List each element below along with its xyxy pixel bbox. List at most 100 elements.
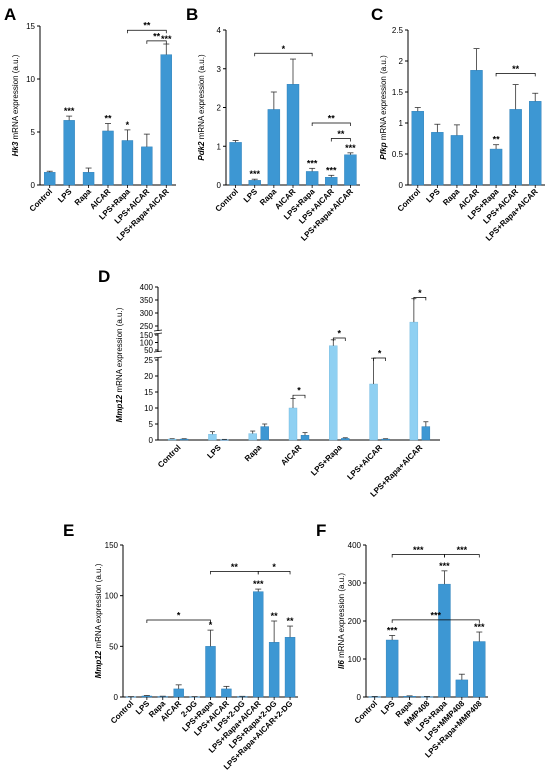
bar-f-5 (455, 679, 469, 698)
y-tick-label: 15 (144, 388, 153, 397)
bar-e-1 (141, 695, 153, 698)
significance-label: *** (64, 106, 75, 116)
axis-break-mark (153, 332, 163, 335)
bar-a-1 (63, 120, 75, 186)
bracket-label: ** (143, 21, 151, 31)
significance-bracket (311, 122, 351, 126)
y-tick-label: 300 (348, 579, 362, 588)
bar-b-2 (267, 109, 281, 186)
y-tick-label: 350 (140, 296, 154, 305)
significance-bracket (444, 554, 480, 558)
y-axis-unit: mRNA expression (a.u.) (337, 573, 346, 660)
y-tick-label: 1.5 (392, 88, 404, 97)
y-tick-label: 0 (217, 181, 222, 190)
y-tick-label: 50 (144, 346, 153, 355)
bracket-label: ** (328, 114, 336, 124)
y-axis-gene: Pfkp (379, 142, 388, 159)
significance-bracket (292, 394, 306, 399)
y-tick-label: 100 (105, 592, 119, 601)
bar-b-3 (286, 84, 300, 186)
bar-d-1-0 (208, 434, 217, 441)
panel-label: D (98, 267, 110, 286)
x-tick-label: Control (156, 443, 182, 469)
significance-label: *** (253, 579, 264, 589)
x-tick-label: LPS (205, 443, 223, 461)
bracket-label: *** (413, 545, 424, 555)
x-tick-label: AICAR (279, 443, 303, 467)
y-tick-label: 50 (109, 642, 118, 651)
significance-label: *** (439, 561, 450, 571)
y-axis-unit: mRNA expression (a.u.) (115, 307, 124, 394)
bar-c-4 (489, 148, 503, 186)
bar-c-0 (411, 111, 424, 186)
x-tick-label: LPS+AICAR (345, 443, 384, 482)
significance-bracket (495, 73, 536, 77)
chart-panel-b: B Pdk2 mRNA expression (a.u.) 0 1 2 3 4 Control… (186, 5, 360, 243)
y-tick-label: 100 (348, 655, 362, 664)
significance-label: *** (326, 165, 337, 175)
bar-a-4 (121, 140, 134, 186)
bar-d-5-0 (369, 383, 378, 441)
significance-bracket (146, 40, 167, 44)
bar-a-2 (82, 172, 95, 186)
x-tick-label: LPS (242, 187, 260, 205)
y-axis-label: Pdk2 mRNA expression (a.u.) (197, 54, 206, 161)
y-tick-label: 150 (105, 541, 119, 550)
significance-label: *** (161, 34, 172, 44)
x-tick-label: Control (109, 699, 135, 725)
y-axis-label: Mmp12 mRNA expression (a.u.) (94, 563, 103, 678)
significance-bracket (254, 52, 313, 57)
bar-d-4-1 (341, 438, 350, 441)
y-axis-unit: mRNA expression (a.u.) (379, 55, 388, 142)
y-tick-label: 10 (26, 75, 35, 84)
bracket-label: * (418, 288, 422, 298)
y-tick-label: 0 (31, 181, 36, 190)
x-tick-label: LPS (424, 187, 442, 205)
bracket-label: ** (512, 64, 520, 74)
bar-f-2 (403, 696, 416, 698)
chart-panel-f: F Il6 mRNA expression (a.u.) 0 100 200 300 400… (316, 521, 488, 759)
bar-d-6-1 (421, 426, 431, 441)
significance-label: ** (104, 114, 112, 124)
bar-c-3 (470, 70, 483, 186)
y-tick-label: 10 (144, 404, 153, 413)
y-tick-label: 4 (217, 26, 222, 35)
panel-label: A (4, 5, 16, 24)
x-tick-label: Control (396, 187, 422, 213)
bar-d-1-1 (220, 439, 229, 441)
significance-bracket (332, 337, 346, 341)
bar-e-8 (253, 591, 264, 698)
y-axis-gene: Il6 (337, 660, 346, 669)
axis-break-mark (153, 350, 163, 353)
significance-label: *** (249, 169, 260, 179)
x-tick-label: LPS (56, 187, 74, 205)
y-axis-label: Il6 mRNA expression (a.u.) (337, 573, 346, 669)
y-tick-label: 1 (217, 142, 222, 151)
y-axis-unit: mRNA expression (a.u.) (11, 54, 20, 141)
bar-e-10 (284, 637, 296, 698)
axis-break-mark (153, 329, 163, 332)
panel-label: F (316, 521, 326, 540)
bar-d-4-0 (329, 345, 338, 441)
bar-d-2-0 (248, 433, 257, 441)
bar-d-3-0 (288, 407, 298, 441)
significance-bracket (330, 138, 351, 142)
bracket-label: ** (153, 31, 161, 41)
y-axis-unit: mRNA expression (a.u.) (94, 563, 103, 650)
y-axis-unit: mRNA expression (a.u.) (197, 54, 206, 141)
y-tick-label: 100 (140, 339, 154, 348)
significance-label: ** (287, 616, 295, 626)
bracket-label: *** (430, 610, 441, 620)
bar-b-0 (229, 142, 242, 186)
significance-label: *** (474, 622, 485, 632)
y-tick-label: 400 (140, 283, 154, 292)
y-axis-gene: Pdk2 (197, 141, 206, 161)
significance-label: *** (387, 625, 398, 635)
y-tick-label: 5 (149, 420, 154, 429)
chart-panel-e: E Mmp12 mRNA expression (a.u.) 0 50 100 150 Co… (63, 521, 298, 772)
y-tick-label: 0 (114, 693, 119, 702)
bracket-label: ** (231, 562, 239, 572)
y-axis-gene: Mmp12 (94, 650, 103, 678)
y-tick-label: 250 (140, 322, 154, 331)
